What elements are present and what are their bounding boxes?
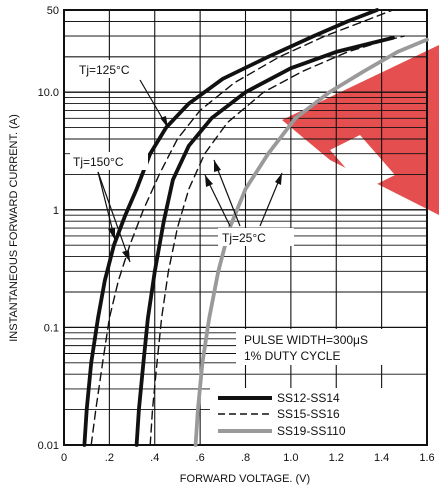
x-tick-label: 1.0: [283, 452, 298, 464]
tj125-label: Tj=125°C: [79, 63, 130, 77]
x-tick-label: .6: [196, 452, 205, 464]
series-line-0: [82, 8, 379, 447]
legend-label-ss15: SS15-SS16: [277, 407, 340, 421]
watermark-cutout: [330, 135, 395, 190]
tj150-label: Tj=150°C: [73, 155, 124, 169]
legend-label-ss12: SS12-SS14: [277, 391, 340, 405]
x-tick-label: .2: [105, 452, 114, 464]
y-tick-label: 10.0: [38, 87, 59, 99]
y-tick-label: 0.1: [44, 322, 59, 334]
x-tick-label: 0: [61, 452, 67, 464]
tj150-arrowhead-1: [108, 228, 115, 240]
series-layer: [82, 8, 429, 447]
legend: SS12-SS14 SS15-SS16 SS19-SS110: [210, 388, 426, 444]
pulse-box: [236, 329, 426, 365]
tj125-arrowhead: [160, 116, 168, 128]
tj25-label-bg: [218, 228, 294, 246]
series-line-3: [149, 35, 405, 446]
y-axis-label: INSTANTANEOUS FORWARD CURRENT. (A): [8, 114, 20, 342]
x-tick-label: .8: [241, 452, 250, 464]
pulse-line2: 1% DUTY CYCLE: [244, 349, 340, 363]
tj150-label-bg: [70, 152, 148, 170]
tj25-arrow-2: [213, 159, 241, 227]
tj150-arrow-2: [97, 171, 131, 263]
y-tick-label: 0.01: [38, 440, 59, 452]
tj25-arrowhead-3: [275, 173, 282, 185]
series-line-4: [193, 37, 429, 447]
x-tick-label: .4: [150, 452, 159, 464]
tj25-label: Tj=25°C: [222, 231, 266, 245]
x-tick-label: 1.4: [374, 452, 389, 464]
series-line-2: [134, 35, 395, 447]
y-tick-label: 50: [47, 5, 59, 17]
y-tick-label: 1: [53, 205, 59, 217]
series-line-1: [90, 9, 394, 446]
x-tick-label: 1.2: [329, 452, 344, 464]
tj25-arrowhead-1: [205, 175, 213, 187]
watermark: [282, 45, 439, 215]
pulse-line1: PULSE WIDTH=300μS: [244, 333, 368, 347]
legend-label-ss19: SS19-SS110: [277, 424, 346, 438]
x-tick-label: 1.6: [419, 452, 434, 464]
x-axis-label: FORWARD VOLTAGE. (V): [180, 473, 310, 485]
tj125-label-bg: [76, 60, 154, 78]
watermark-shape: [282, 45, 439, 215]
annotations: Tj=125°C Tj=150°C Tj=25°C PULSE WIDTH=30…: [70, 60, 426, 365]
ticks: 0 .2 .4 .6 .8 1.0 1.2 1.4 1.6 0.01 0.1 1 10.0 50: [38, 5, 435, 464]
tj150-arrowhead-2: [122, 250, 130, 262]
tj25-arrowhead-2: [214, 160, 221, 172]
